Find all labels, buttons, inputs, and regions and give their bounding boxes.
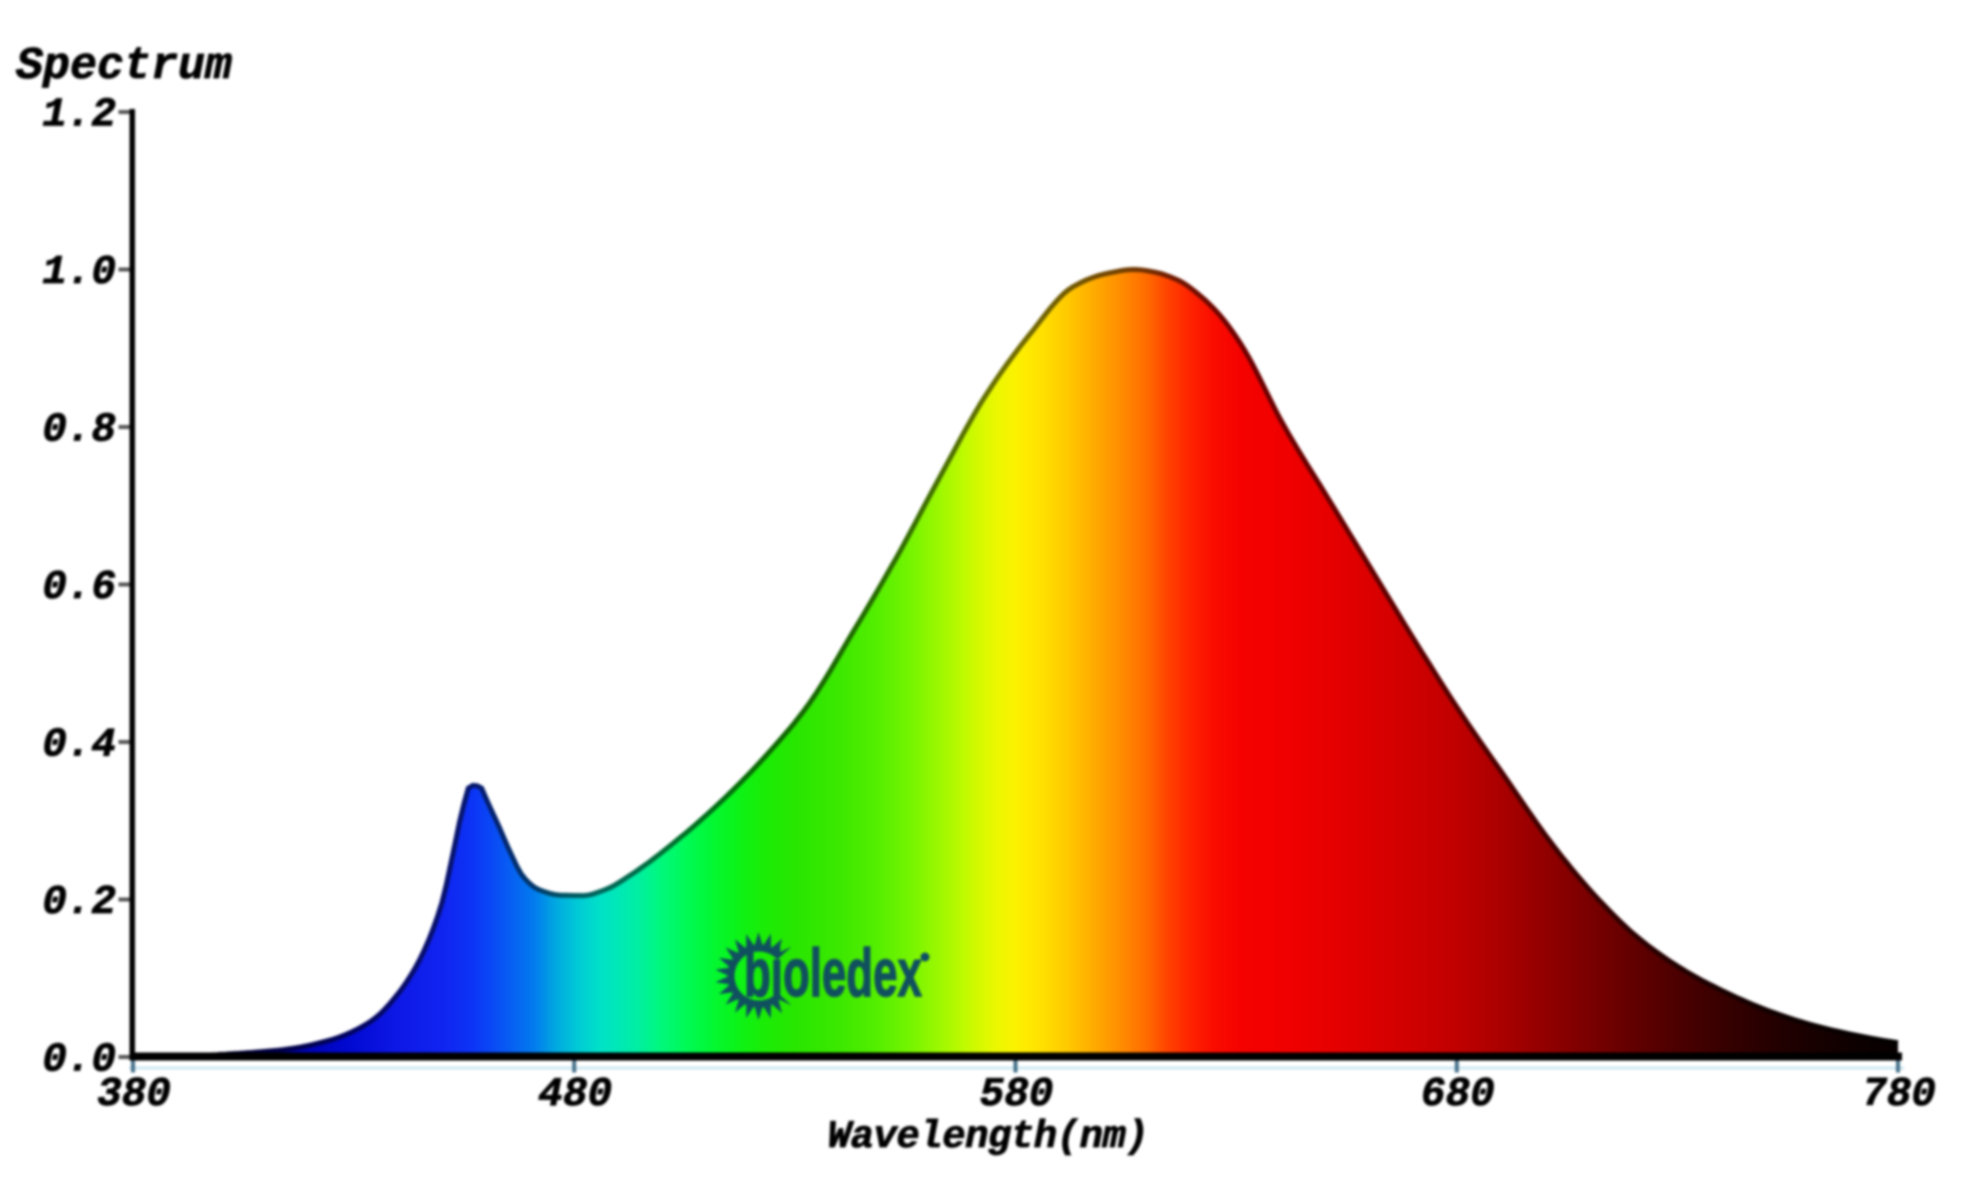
svg-text:0.2: 0.2 bbox=[42, 880, 116, 926]
svg-text:680: 680 bbox=[1421, 1072, 1495, 1118]
svg-text:0.0: 0.0 bbox=[42, 1038, 116, 1084]
svg-text:380: 380 bbox=[97, 1072, 171, 1118]
svg-text:Wavelength(nm): Wavelength(nm) bbox=[828, 1115, 1149, 1159]
svg-text:Spectrum: Spectrum bbox=[16, 41, 232, 92]
svg-text:0.6: 0.6 bbox=[42, 565, 116, 611]
svg-text:580: 580 bbox=[980, 1072, 1054, 1118]
svg-text:0.4: 0.4 bbox=[42, 723, 116, 769]
svg-text:480: 480 bbox=[538, 1072, 612, 1118]
svg-text:bioledex: bioledex bbox=[744, 935, 922, 1011]
svg-text:0.8: 0.8 bbox=[42, 408, 116, 454]
svg-text:1.0: 1.0 bbox=[42, 250, 116, 296]
svg-text:1.2: 1.2 bbox=[42, 93, 116, 139]
svg-text:780: 780 bbox=[1862, 1072, 1936, 1118]
